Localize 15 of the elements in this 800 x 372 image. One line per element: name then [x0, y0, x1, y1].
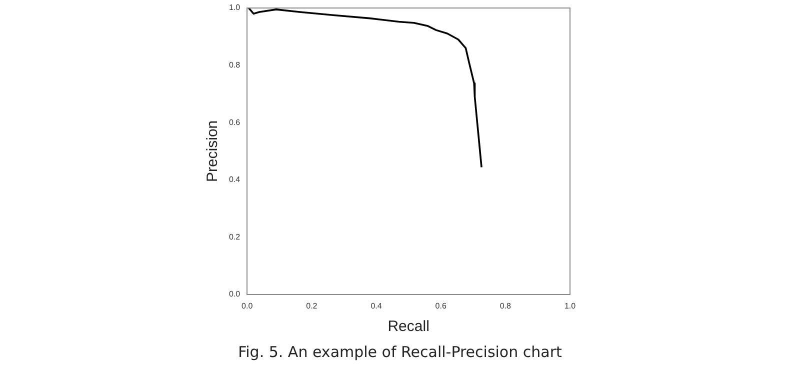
y-tick-label: 0.6: [228, 118, 241, 127]
x-tick-label: 0.8: [500, 301, 512, 310]
y-tick-label: 0.8: [228, 60, 241, 70]
y-axis-title: Precision: [204, 120, 222, 182]
x-tick-label: 1.0: [564, 301, 576, 310]
y-tick-label: 0.4: [228, 175, 241, 184]
x-tick-label: 0.6: [435, 301, 447, 310]
x-tick-label: 0.0: [242, 301, 254, 310]
y-tick-label: 0.0: [228, 290, 241, 299]
x-axis-title: Recall: [388, 318, 430, 336]
x-tick-label: 0.2: [306, 301, 318, 310]
y-tick-label: 1.0: [228, 3, 241, 12]
y-tick-label: 0.2: [228, 232, 241, 242]
x-tick-label: 0.4: [370, 301, 382, 310]
caption: Fig. 5. An example of Recall-Precision chart: [237, 343, 563, 361]
